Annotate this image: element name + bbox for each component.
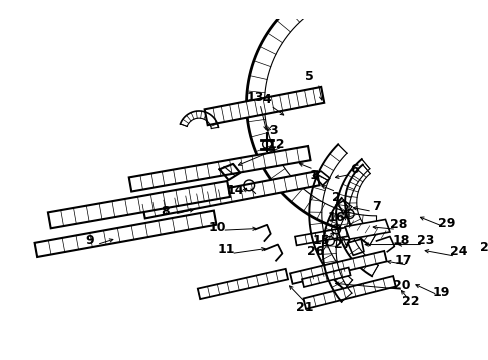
Text: 21: 21 [295,301,313,314]
Text: 19: 19 [431,285,449,298]
Text: 8: 8 [161,205,170,218]
Polygon shape [198,269,287,299]
Text: 2: 2 [331,192,340,204]
Polygon shape [128,146,310,192]
Polygon shape [294,222,377,246]
Polygon shape [302,267,350,287]
Text: 17: 17 [394,254,411,267]
Text: 12: 12 [267,138,285,150]
Text: 23: 23 [416,234,434,247]
Text: 7: 7 [371,201,380,213]
Text: 22: 22 [401,294,418,307]
Polygon shape [48,181,229,228]
Text: 10: 10 [208,221,225,234]
Text: 18: 18 [392,234,409,247]
Text: 27: 27 [333,238,350,251]
Polygon shape [142,171,319,219]
Text: 14: 14 [226,184,244,197]
Text: 16: 16 [327,211,344,224]
Text: 13: 13 [246,91,264,104]
Polygon shape [35,211,216,257]
Text: 3: 3 [268,124,277,137]
Text: 20: 20 [392,279,409,292]
Polygon shape [345,220,389,239]
Text: 4: 4 [262,93,271,106]
Text: 24: 24 [449,245,467,258]
Polygon shape [204,87,324,125]
Polygon shape [303,276,395,309]
Text: 15: 15 [311,234,329,247]
Text: 28: 28 [389,218,407,231]
Polygon shape [289,251,386,284]
Text: 25: 25 [479,241,488,254]
Text: 9: 9 [85,234,94,247]
Text: 29: 29 [437,216,454,230]
Text: 6: 6 [349,163,358,176]
Text: 5: 5 [305,71,313,84]
Text: 26: 26 [306,245,324,258]
Text: 1: 1 [309,169,318,182]
Text: 11: 11 [217,243,234,256]
